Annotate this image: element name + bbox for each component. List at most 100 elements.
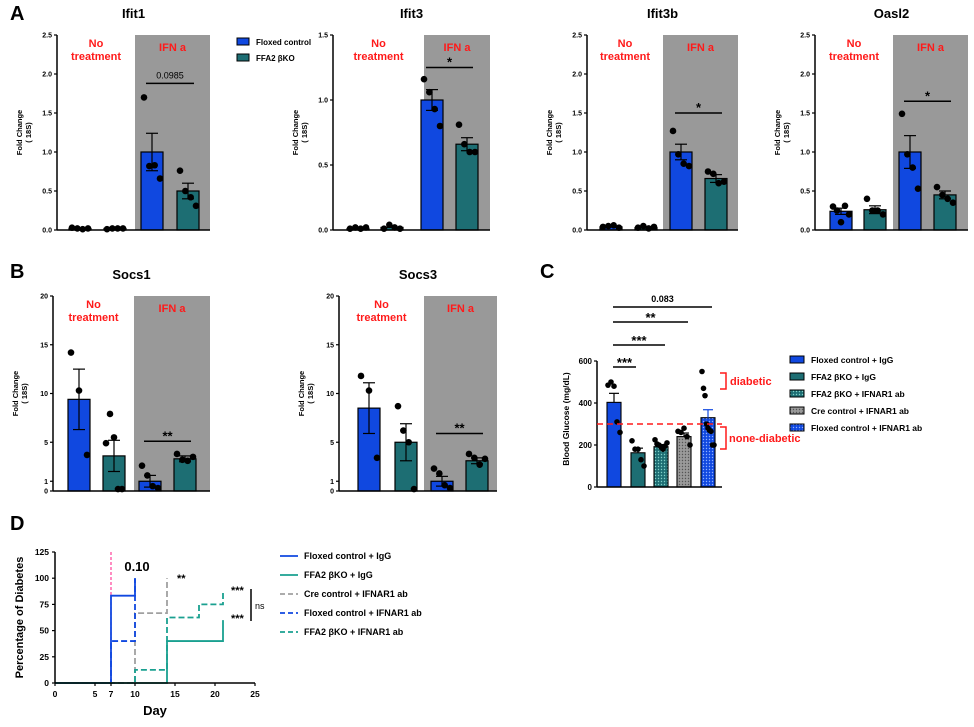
data-point xyxy=(599,223,607,231)
y-axis-label: Blood Glucose (mg/dL) xyxy=(561,372,571,466)
y-axis-label-line: Fold Change xyxy=(297,371,306,416)
survival-line xyxy=(55,591,224,684)
data-point xyxy=(863,195,871,203)
data-point xyxy=(703,421,710,427)
data-point xyxy=(710,170,717,178)
significance-label: 0.10 xyxy=(124,559,149,574)
y-axis-label-line: Fold Change xyxy=(545,110,554,155)
data-point xyxy=(681,425,687,432)
x-tick-label: 10 xyxy=(130,689,140,699)
data-point xyxy=(140,94,148,101)
significance-label: * xyxy=(925,88,931,103)
chart-title: Socs3 xyxy=(399,267,437,282)
y-axis-label-line: ( 18S) xyxy=(300,122,309,143)
y-axis-label-line: Fold Change xyxy=(11,371,20,416)
y-tick-label: 2.5 xyxy=(572,33,582,40)
panel-label-a: A xyxy=(10,3,24,25)
y-tick-label: 400 xyxy=(579,399,593,408)
significance-label: 0.0985 xyxy=(156,70,184,80)
significance-label: *** xyxy=(231,613,245,625)
data-point xyxy=(675,151,682,158)
data-point xyxy=(608,379,614,385)
survival-line xyxy=(55,620,224,684)
bar xyxy=(455,143,479,231)
data-point xyxy=(841,202,849,210)
significance-label: * xyxy=(696,100,702,115)
bar xyxy=(704,177,728,231)
data-point xyxy=(700,385,707,392)
significance-label: *** xyxy=(617,355,633,370)
data-point xyxy=(176,167,184,175)
y-tick-label: 0.0 xyxy=(572,228,582,235)
data-point xyxy=(949,199,957,206)
legend-label: Floxed control + IgG xyxy=(304,551,391,561)
data-point xyxy=(879,211,887,218)
legend-label: Cre control + IFNAR1 ab xyxy=(304,589,408,599)
data-point xyxy=(640,222,647,230)
y-tick-label: 15 xyxy=(326,342,334,349)
data-point xyxy=(441,481,448,489)
data-point xyxy=(420,75,428,83)
x-tick-label: 25 xyxy=(250,689,260,699)
data-point xyxy=(635,446,641,453)
data-point xyxy=(431,105,438,113)
panel-label-c: C xyxy=(540,261,554,283)
y-axis-label: Fold Change( 18S) xyxy=(545,110,563,155)
ifn-label: IFN a xyxy=(444,42,472,54)
diabetic-bracket xyxy=(720,372,727,390)
data-point xyxy=(680,160,687,167)
data-point xyxy=(391,224,398,231)
legend-label: Floxed control xyxy=(256,38,311,47)
data-point xyxy=(715,179,722,187)
y-tick-label: 1.5 xyxy=(800,111,810,118)
data-point xyxy=(909,164,916,171)
data-point xyxy=(837,218,845,226)
bar xyxy=(420,99,444,231)
data-point xyxy=(704,168,712,175)
legend-label: FFA2 βKO + IFNAR1 ab xyxy=(304,627,404,637)
y-tick-label: 1 xyxy=(44,479,48,486)
data-point xyxy=(684,433,690,440)
data-point xyxy=(711,442,717,448)
data-point xyxy=(352,224,359,231)
no-treatment-label: No xyxy=(86,299,101,311)
data-point xyxy=(687,442,693,448)
data-point xyxy=(67,349,75,356)
legend-swatch xyxy=(789,389,805,398)
data-point xyxy=(471,454,478,462)
data-point xyxy=(869,207,876,214)
y-tick-label: 20 xyxy=(326,294,334,301)
data-point xyxy=(144,472,151,479)
data-point xyxy=(373,454,381,462)
ifn-label: IFN a xyxy=(687,42,715,54)
legend-label: Floxed control + IFNAR1 ab xyxy=(811,423,922,433)
x-tick-label: 20 xyxy=(210,689,220,699)
data-point xyxy=(652,436,658,443)
significance-label: *** xyxy=(231,585,245,597)
y-tick-label: 1.5 xyxy=(318,33,328,40)
data-point xyxy=(617,429,623,436)
x-tick-label: 0 xyxy=(53,689,58,699)
data-point xyxy=(476,461,483,468)
y-tick-label: 25 xyxy=(40,652,50,662)
data-point xyxy=(386,221,393,229)
y-tick-label: 1.0 xyxy=(800,150,810,157)
y-tick-label: 0.0 xyxy=(318,228,328,235)
significance-label: ** xyxy=(177,573,186,585)
data-point xyxy=(833,207,841,214)
no-treatment-label: treatment xyxy=(356,312,406,324)
y-tick-label: 0 xyxy=(44,489,48,496)
data-point xyxy=(436,470,443,477)
y-tick-label: 50 xyxy=(40,626,50,636)
y-tick-label: 1 xyxy=(330,479,334,486)
legend-label: FFA2 βKO + IgG xyxy=(811,372,876,382)
data-point xyxy=(845,211,853,218)
y-axis-label-line: Fold Change xyxy=(291,110,300,155)
y-axis-label: Fold Change( 18S) xyxy=(11,371,29,416)
no-treatment-label: treatment xyxy=(600,51,650,63)
y-tick-label: 75 xyxy=(40,599,50,609)
data-point xyxy=(146,162,153,170)
y-tick-label: 100 xyxy=(35,573,49,583)
